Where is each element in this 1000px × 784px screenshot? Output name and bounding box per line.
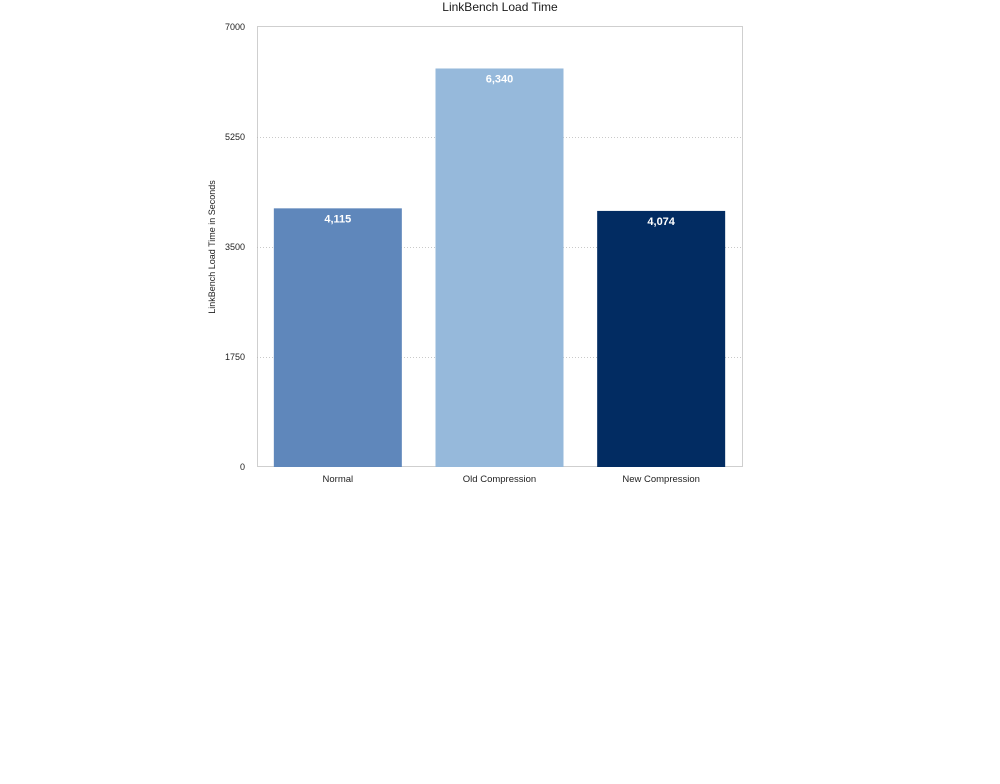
bar-value-label: 4,074	[647, 216, 675, 228]
y-tick-label: 0	[240, 462, 245, 472]
y-axis-label: LinkBench Load Time in Seconds	[207, 180, 217, 314]
bar-value-label: 4,115	[324, 213, 351, 225]
chart-title: LinkBench Load Time	[442, 0, 558, 14]
bars: 4,115 6,340 4,074	[273, 68, 726, 468]
bar	[597, 210, 726, 468]
x-axis-ticks: Normal Old Compression New Compression	[323, 474, 700, 485]
bar	[273, 208, 402, 468]
y-axis-ticks: 0 1750 3500 5250 7000	[225, 22, 245, 472]
y-tick-label: 7000	[225, 22, 245, 32]
x-tick-label: Normal	[323, 474, 354, 485]
y-tick-label: 5250	[225, 132, 245, 142]
x-tick-label: New Compression	[622, 474, 700, 485]
bar-value-label: 6,340	[486, 73, 514, 85]
y-tick-label: 1750	[225, 352, 245, 362]
y-tick-label: 3500	[225, 242, 245, 252]
x-tick-label: Old Compression	[463, 474, 536, 485]
bar	[435, 68, 564, 467]
